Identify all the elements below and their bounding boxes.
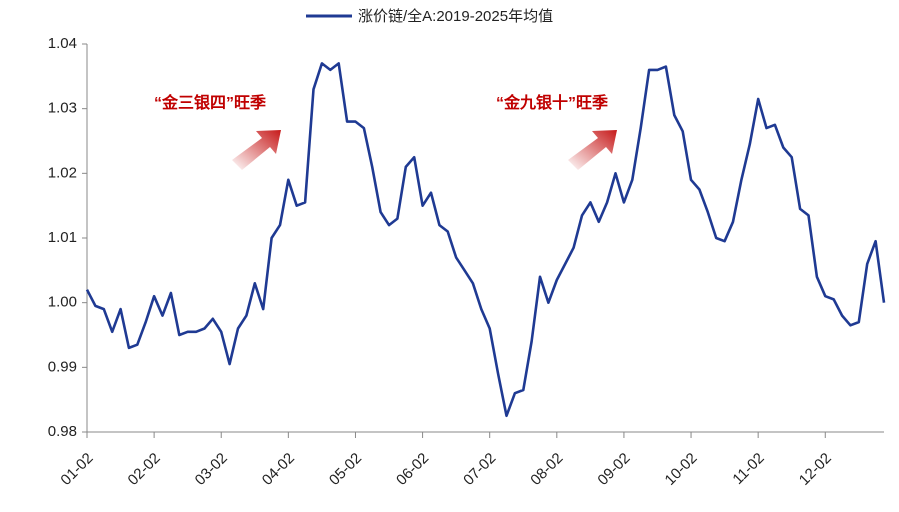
x-tick-label: 05-02 bbox=[326, 450, 365, 489]
x-tick-label: 09-02 bbox=[594, 450, 633, 489]
y-tick-label: 1.04 bbox=[48, 35, 77, 52]
x-tick-label: 10-02 bbox=[662, 450, 701, 489]
x-tick-label: 11-02 bbox=[729, 450, 767, 488]
y-tick-label: 1.01 bbox=[48, 229, 77, 246]
legend-label: 涨价链/全A:2019-2025年均值 bbox=[358, 7, 553, 25]
x-tick-label: 04-02 bbox=[259, 450, 298, 489]
arrow bbox=[568, 130, 617, 170]
x-tick-label: 02-02 bbox=[125, 450, 164, 489]
y-tick-label: 0.99 bbox=[48, 358, 77, 375]
y-tick-label: 1.02 bbox=[48, 164, 77, 181]
annotation: “金九银十”旺季 bbox=[496, 93, 609, 112]
x-tick-label: 03-02 bbox=[192, 450, 231, 489]
arrow bbox=[232, 130, 281, 170]
y-tick-label: 1.00 bbox=[48, 294, 77, 311]
x-tick-label: 07-02 bbox=[460, 450, 499, 489]
x-tick-label: 01-02 bbox=[57, 450, 96, 489]
y-tick-label: 1.03 bbox=[48, 100, 77, 117]
x-tick-label: 12-02 bbox=[796, 450, 835, 489]
annotation: “金三银四”旺季 bbox=[154, 93, 267, 112]
y-tick-label: 0.98 bbox=[48, 423, 77, 440]
line bbox=[85, 62, 886, 418]
x-tick-label: 06-02 bbox=[393, 450, 432, 489]
x-tick-label: 08-02 bbox=[527, 450, 566, 489]
